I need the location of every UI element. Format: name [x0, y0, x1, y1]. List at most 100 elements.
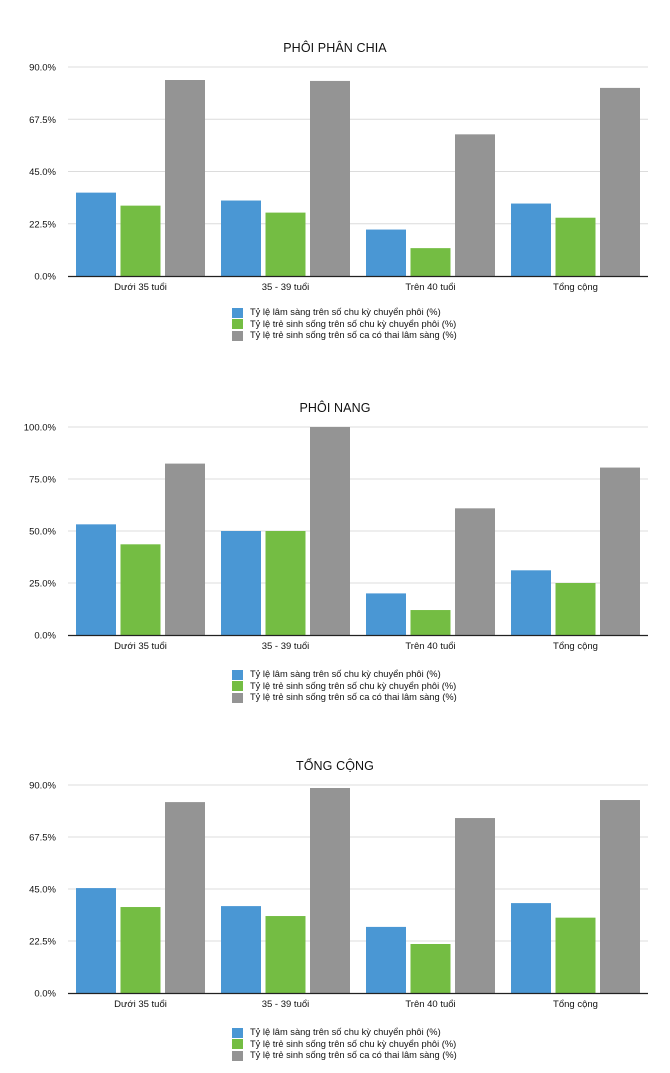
x-tick-label: Trên 40 tuổi [405, 282, 455, 293]
x-tick-label: 35 - 39 tuổi [262, 999, 310, 1010]
bar [366, 593, 406, 635]
legend-item: Tỷ lệ lâm sàng trên số chu kỳ chuyển phô… [232, 307, 457, 319]
x-tick-label: 35 - 39 tuổi [262, 641, 310, 652]
x-tick-label: Dưới 35 tuổi [114, 999, 167, 1010]
bar [455, 134, 495, 276]
y-tick-label: 67.5% [29, 115, 56, 126]
legend-swatch-green [232, 319, 243, 330]
legend-item: Tỷ lệ lâm sàng trên số chu kỳ chuyển phô… [232, 1027, 457, 1039]
bar [165, 802, 205, 993]
y-tick-label: 0.0% [34, 631, 56, 642]
plot-area: 0.0% 22.5% 45.0% 67.5% 90.0% Dưới 35 tuổi 35 -… [29, 781, 648, 1010]
legend-label: Tỷ lệ lâm sàng trên số chu kỳ chuyển phô… [250, 307, 441, 317]
legend-item: Tỷ lệ trẻ sinh sống trên số ca có thai l… [232, 1050, 457, 1062]
chart-title: PHÔI NANG [299, 401, 371, 415]
bar [265, 916, 306, 993]
legend-label: Tỷ lệ lâm sàng trên số chu kỳ chuyển phô… [250, 1027, 441, 1037]
x-tick-label: Trên 40 tuổi [405, 999, 455, 1010]
bar [221, 531, 261, 635]
y-tick-label: 22.5% [29, 219, 56, 230]
bar [366, 926, 406, 993]
y-tick-label: 50.0% [29, 527, 56, 538]
y-tick-label: 75.0% [29, 475, 56, 486]
bar [455, 508, 495, 635]
bar [310, 788, 350, 993]
bar [310, 80, 350, 276]
y-tick-label: 0.0% [34, 989, 56, 1000]
bar [120, 907, 161, 993]
legend-label: Tỷ lệ trẻ sinh sống trên số ca có thai l… [250, 330, 457, 340]
bar [455, 818, 495, 993]
bar [165, 463, 205, 635]
bar [511, 203, 551, 276]
bar [555, 917, 596, 993]
legend-label: Tỷ lệ trẻ sinh sống trên số chu kỳ chuyể… [250, 1038, 457, 1049]
x-tick-label: Tổng cộng [553, 282, 598, 293]
x-tick-label: Dưới 35 tuổi [114, 282, 167, 293]
legend-label: Tỷ lệ trẻ sinh sống trên số ca có thai l… [250, 692, 457, 702]
x-tick-label: Tổng cộng [553, 641, 598, 652]
legend: Tỷ lệ lâm sàng trên số chu kỳ chuyển phô… [232, 307, 457, 342]
bar [76, 524, 116, 635]
legend-item: Tỷ lệ trẻ sinh sống trên số ca có thai l… [232, 330, 457, 342]
bar [555, 217, 596, 276]
y-tick-label: 90.0% [29, 781, 56, 792]
bar [410, 944, 451, 993]
bar [511, 570, 551, 635]
y-tick-label: 0.0% [34, 272, 56, 283]
bar [120, 544, 161, 635]
bar [265, 531, 306, 635]
legend-swatch-gray [232, 692, 243, 703]
legend-swatch-green [232, 1039, 243, 1050]
bar [120, 205, 161, 276]
bar [600, 467, 640, 635]
x-tick-label: Trên 40 tuổi [405, 641, 455, 652]
y-tick-label: 67.5% [29, 833, 56, 844]
legend-item: Tỷ lệ lâm sàng trên số chu kỳ chuyển phô… [232, 669, 457, 681]
plot-area: 0.0% 25.0% 50.0% 75.0% 100.0% Dưới 35 tuổi 35 … [24, 423, 648, 652]
bar [76, 192, 116, 276]
bar [265, 212, 306, 276]
legend-label: Tỷ lệ trẻ sinh sống trên số chu kỳ chuyể… [250, 318, 457, 329]
x-tick-label: Dưới 35 tuổi [114, 641, 167, 652]
bar [165, 80, 205, 276]
chart-phoi-phan-chia: PHÔI PHÂN CHIA 0.0% 22.5% 45.0% 67.5% 90.0% D… [0, 0, 670, 370]
bar [511, 903, 551, 993]
y-tick-label: 45.0% [29, 885, 56, 896]
legend-swatch-blue [232, 1027, 243, 1038]
bar [310, 427, 350, 635]
legend-swatch-gray [232, 330, 243, 341]
legend: Tỷ lệ lâm sàng trên số chu kỳ chuyển phô… [232, 1027, 457, 1062]
legend-item: Tỷ lệ trẻ sinh sống trên số chu kỳ chuyể… [232, 319, 457, 331]
chart-title: TỔNG CỘNG [296, 759, 374, 773]
bar [76, 888, 116, 993]
legend-label: Tỷ lệ trẻ sinh sống trên số ca có thai l… [250, 1050, 457, 1060]
bar [555, 583, 596, 635]
bar [366, 229, 406, 276]
y-tick-label: 100.0% [24, 423, 57, 434]
bar [410, 248, 451, 276]
bar [600, 800, 640, 993]
chart-phoi-nang: PHÔI NANG 0.0% 25.0% 50.0% 75.0% 100.0% Dưới … [24, 401, 648, 704]
legend-swatch-green [232, 681, 243, 692]
y-tick-label: 90.0% [29, 63, 56, 74]
legend-swatch-gray [232, 1050, 243, 1061]
x-tick-label: 35 - 39 tuổi [262, 282, 310, 293]
legend-swatch-blue [232, 669, 243, 680]
bar [221, 200, 261, 276]
legend-swatch-blue [232, 307, 243, 318]
legend-item: Tỷ lệ trẻ sinh sống trên số ca có thai l… [232, 692, 457, 704]
bar [410, 610, 451, 635]
plot-area: 0.0% 22.5% 45.0% 67.5% 90.0% Dưới 35 tuổi 35 -… [29, 63, 648, 293]
legend-label: Tỷ lệ trẻ sinh sống trên số chu kỳ chuyể… [250, 680, 457, 691]
bar [221, 906, 261, 993]
legend-item: Tỷ lệ trẻ sinh sống trên số chu kỳ chuyể… [232, 681, 457, 693]
legend-label: Tỷ lệ lâm sàng trên số chu kỳ chuyển phô… [250, 669, 441, 679]
legend-item: Tỷ lệ trẻ sinh sống trên số chu kỳ chuyể… [232, 1039, 457, 1051]
y-tick-label: 45.0% [29, 167, 56, 178]
x-tick-label: Tổng cộng [553, 999, 598, 1010]
bar [600, 87, 640, 277]
y-tick-label: 22.5% [29, 937, 56, 948]
legend: Tỷ lệ lâm sàng trên số chu kỳ chuyển phô… [232, 669, 457, 704]
